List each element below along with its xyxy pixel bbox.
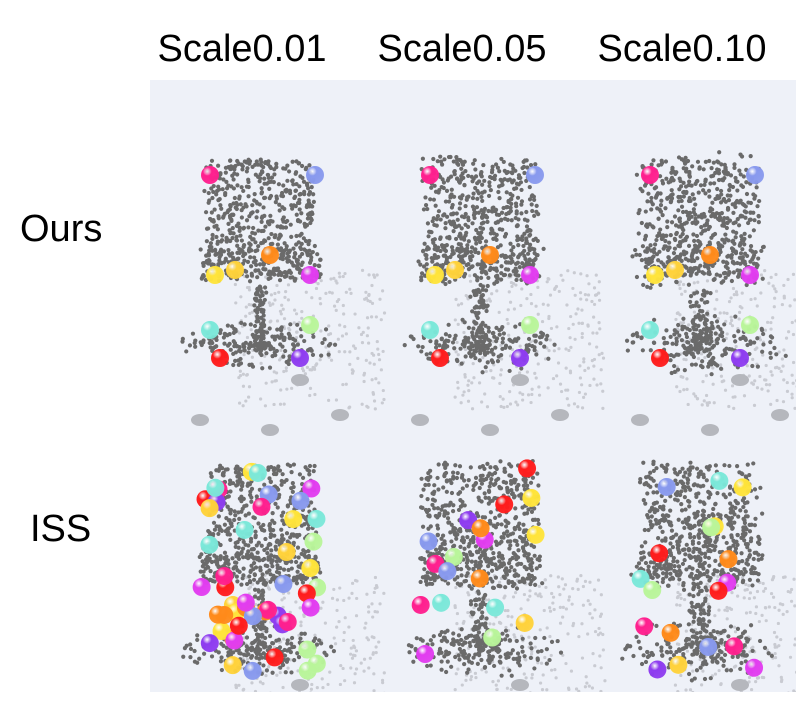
keypoint-marker [243, 661, 262, 680]
keypoint-marker [719, 550, 738, 569]
keypoint-marker [235, 520, 254, 539]
keypoint-marker [641, 166, 659, 184]
keypoint-marker [646, 266, 664, 284]
keypoint-marker [291, 491, 310, 510]
keypoint-marker [495, 495, 514, 514]
keypoint-marker [297, 584, 316, 603]
col-header-scale005: Scale0.05 [377, 28, 547, 70]
keypoint-marker [223, 656, 242, 675]
keypoint-marker [200, 499, 219, 518]
keypoint-marker [206, 266, 224, 284]
keypoint-marker [483, 628, 502, 647]
keypoint-marker [470, 569, 489, 588]
keypoint-marker [411, 595, 430, 614]
keypoint-marker [444, 547, 463, 566]
keypoint-marker [307, 509, 326, 528]
keypoint-marker [432, 593, 451, 612]
keypoint-marker [274, 575, 293, 594]
keypoint-marker [261, 246, 279, 264]
keypoint-marker [229, 616, 248, 635]
keypoint-marker [211, 349, 229, 367]
keypoint-marker [518, 459, 537, 478]
keypoint-marker [643, 581, 662, 600]
keypoint-marker [304, 532, 323, 551]
keypoint-marker [278, 613, 297, 632]
keypoint-marker [746, 166, 764, 184]
keypoint-marker [259, 600, 278, 619]
col-header-scale001: Scale0.01 [157, 28, 327, 70]
keypoint-marker [416, 645, 435, 664]
keypoint-marker [446, 261, 464, 279]
keypoint-marker [265, 648, 284, 667]
keypoint-marker [201, 166, 219, 184]
keypoint-marker [298, 661, 317, 680]
keypoint-marker [421, 166, 439, 184]
row-header-ours: Ours [20, 208, 103, 250]
keypoint-marker [306, 166, 324, 184]
keypoint-marker [701, 246, 719, 264]
keypoint-marker [419, 532, 438, 551]
keypoint-marker [709, 581, 728, 600]
keypoint-marker [471, 519, 490, 538]
keypoint-marker [522, 488, 541, 507]
keypoint-marker [651, 349, 669, 367]
keypoint-marker [226, 261, 244, 279]
keypoint-marker [200, 634, 219, 653]
point-cloud-grid [180, 150, 796, 692]
keypoint-marker [699, 637, 718, 656]
keypoint-marker [526, 166, 544, 184]
keypoint-marker [733, 478, 752, 497]
keypoint-marker [631, 569, 650, 588]
keypoint-marker [301, 316, 319, 334]
keypoint-marker [635, 617, 654, 636]
keypoint-marker [657, 477, 676, 496]
keypoint-marker [298, 640, 317, 659]
keypoint-marker [284, 510, 303, 529]
keypoint-marker [291, 349, 309, 367]
keypoint-marker [431, 349, 449, 367]
keypoint-marker [212, 622, 231, 641]
keypoint-marker [661, 623, 680, 642]
keypoint-marker [669, 655, 688, 674]
keypoint-marker [252, 497, 271, 516]
col-header-scale010: Scale0.10 [597, 28, 767, 70]
keypoint-marker [192, 578, 211, 597]
keypoint-marker [515, 613, 534, 632]
keypoint-marker [225, 631, 244, 650]
keypoint-marker [243, 607, 262, 626]
keypoint-marker [526, 525, 545, 544]
keypoint-marker [201, 321, 219, 339]
keypoint-marker [301, 266, 319, 284]
keypoint-marker [641, 321, 659, 339]
keypoint-marker [731, 349, 749, 367]
keypoint-marker [521, 316, 539, 334]
keypoint-marker [208, 605, 227, 624]
keypoint-marker [741, 316, 759, 334]
keypoint-marker [301, 559, 320, 578]
keypoint-marker [486, 598, 505, 617]
keypoint-marker [301, 598, 320, 617]
keypoint-marker [725, 637, 744, 656]
keypoint-marker [741, 266, 759, 284]
keypoint-marker [302, 479, 321, 498]
keypoint-marker [206, 478, 225, 497]
keypoint-marker [521, 266, 539, 284]
keypoint-marker [481, 246, 499, 264]
keypoint-marker [421, 321, 439, 339]
keypoint-marker [215, 567, 234, 586]
keypoint-marker [666, 261, 684, 279]
keypoint-marker [648, 660, 667, 679]
keypoint-marker [650, 544, 669, 563]
keypoint-marker [236, 593, 255, 612]
row-header-iss: ISS [30, 508, 92, 550]
keypoint-marker [200, 535, 219, 554]
keypoint-marker [511, 349, 529, 367]
keypoint-marker [248, 463, 267, 482]
keypoint-marker [277, 543, 296, 562]
keypoint-marker [745, 658, 764, 677]
keypoint-marker [710, 471, 729, 490]
keypoint-marker [438, 562, 457, 581]
keypoint-marker [426, 266, 444, 284]
keypoint-marker [702, 518, 721, 537]
